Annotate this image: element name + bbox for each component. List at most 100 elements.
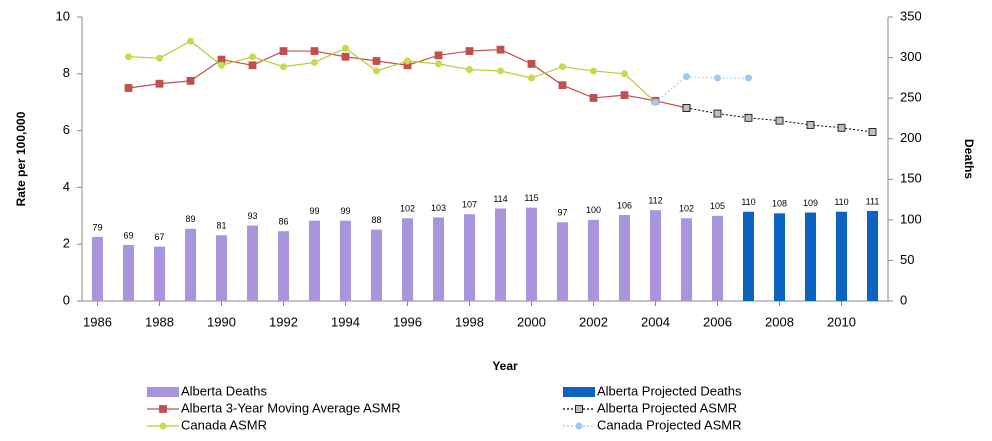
x-tick-label: 1990 [207,314,236,329]
data-label: 88 [371,215,381,225]
y2-tick-label: 200 [900,130,922,145]
line-marker [528,74,535,82]
y2-tick-label: 300 [900,49,922,64]
data-label: 102 [679,204,694,214]
data-label: 106 [617,200,632,210]
y-tick-label: 8 [63,65,70,80]
legend-marker [575,422,583,430]
data-label: 99 [309,206,319,216]
data-label: 79 [92,222,102,232]
line-marker [248,61,257,70]
bar [526,207,537,301]
line-marker [373,67,380,75]
legend-marker [159,405,167,413]
bar [371,229,382,301]
x-tick-label: 2002 [579,314,608,329]
data-label: 115 [524,193,538,203]
line-marker [837,123,846,132]
data-label: 110 [834,197,848,207]
legend-label: Canada Projected ASMR [597,417,742,432]
bar [805,212,816,301]
bar [836,211,847,301]
bar [247,225,258,301]
data-label: 111 [866,196,880,206]
line-marker [124,84,133,92]
bar [774,213,785,301]
bar [216,235,227,301]
line-marker [590,67,597,75]
y-axis-title: Rate per 100,000 [14,111,28,206]
legend-label: Alberta Projected ASMR [597,400,737,415]
bar [402,218,413,301]
bar [92,236,103,301]
line-marker [558,81,567,90]
line-marker [745,74,752,82]
line-marker [652,98,659,106]
line-marker [527,59,536,68]
line [655,76,749,103]
bar [185,228,196,301]
bar [712,215,723,301]
data-label: 89 [185,214,195,224]
bar [340,220,351,301]
x-tick-label: 2004 [641,314,670,329]
line-marker [404,57,411,65]
data-label: 109 [803,198,818,208]
x-tick-label: 1988 [145,314,174,329]
x-tick-label: 1994 [331,314,360,329]
data-label: 100 [586,205,601,215]
line-marker [279,47,288,55]
bar [123,245,134,301]
x-tick-label: 2010 [827,314,856,329]
line-marker [744,113,753,122]
line-marker [497,67,504,75]
line-marker [775,116,784,125]
line-marker [218,61,225,69]
bar [867,210,878,301]
bar [433,217,444,301]
bar [278,231,289,301]
line-marker [465,47,474,55]
bar [619,214,630,301]
line-marker [496,45,505,54]
bar [309,220,320,301]
data-label: 114 [493,194,507,204]
data-label: 107 [462,200,477,210]
bar [650,210,661,301]
data-label: 112 [648,195,662,205]
line-marker [559,63,566,71]
line-marker [713,109,722,118]
legend-label: Canada ASMR [181,417,267,432]
data-label: 108 [772,199,787,209]
line-marker [435,60,442,68]
line-marker [466,66,473,74]
data-label: 93 [247,211,257,221]
line-marker [249,53,256,61]
line-marker [186,77,195,85]
line-marker [620,91,629,99]
data-label: 105 [710,201,725,211]
line-marker [714,74,721,82]
y2-tick-label: 0 [900,292,907,307]
x-tick-label: 2008 [765,314,794,329]
line-marker [156,54,163,62]
line-marker [341,52,350,61]
line-marker [372,57,381,65]
data-label: 81 [216,221,226,231]
data-label: 102 [400,204,415,214]
line-marker [621,70,628,78]
legend-label: Alberta Deaths [181,383,267,398]
legend-label: Alberta Projected Deaths [597,383,742,398]
data-label: 110 [741,197,755,207]
y2-tick-label: 250 [900,90,922,105]
line [128,40,656,103]
y-tick-label: 2 [63,236,70,251]
bar [557,222,568,301]
data-label: 103 [431,203,446,213]
x-tick-label: 2006 [703,314,732,329]
y-tick-label: 6 [63,122,70,137]
line-marker [342,44,349,52]
legend-label: Alberta 3-Year Moving Average ASMR [181,400,401,415]
legend-marker [159,422,167,430]
y-tick-label: 0 [63,292,70,307]
